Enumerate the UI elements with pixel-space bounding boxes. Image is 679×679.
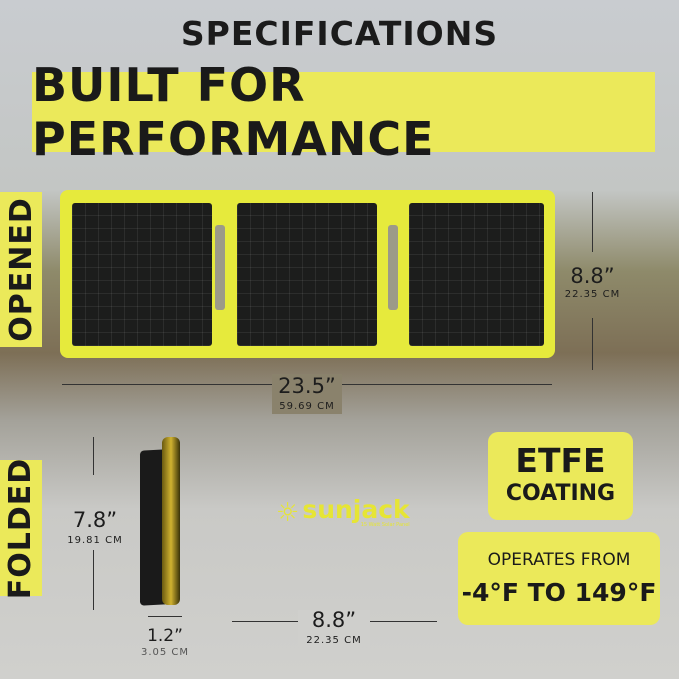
temperature-badge: OPERATES FROM -4°F TO 149°F [458, 532, 660, 625]
title: SPECIFICATIONS [180, 14, 499, 53]
opened-height-in: 8.8” [570, 264, 615, 288]
folded-width-in: 8.8” [311, 608, 357, 632]
etfe-line2: COATING [505, 481, 616, 506]
folded-width: 8.8” 22.35 CM [298, 610, 370, 646]
sunjack-logo: ☼ sunjack 15 Watt Solar Panel [276, 497, 410, 528]
opened-height-cm: 22.35 CM [564, 289, 621, 300]
temp-line2: -4°F TO 149°F [461, 578, 657, 607]
folded-depth-cm: 3.05 CM [140, 647, 190, 658]
folded-height: 7.8” 19.81 CM [55, 510, 135, 546]
folded-width-cm: 22.35 CM [306, 635, 362, 646]
folded-panel-edge [162, 437, 180, 605]
etfe-badge: ETFE COATING [488, 432, 633, 520]
temp-line1: OPERATES FROM [487, 550, 631, 570]
folded-label-text: FOLDED [3, 457, 39, 599]
folded-height-cm: 19.81 CM [67, 535, 123, 546]
folded-label: FOLDED [0, 457, 42, 599]
opened-height: 8.8” 22.35 CM [555, 266, 630, 300]
opened-label: OPENED [0, 192, 42, 347]
folded-depth: 1.2” 3.05 CM [130, 628, 200, 658]
opened-label-text: OPENED [3, 197, 39, 342]
opened-width-cm: 59.69 CM [279, 401, 335, 412]
opened-width-in: 23.5” [278, 374, 336, 398]
folded-depth-in: 1.2” [147, 626, 183, 646]
logo-tagline: 15 Watt Solar Panel [360, 522, 410, 528]
opened-solar-panel [60, 190, 555, 358]
banner: BUILT FOR PERFORMANCE [32, 58, 655, 166]
logo-brand: sunjack [302, 495, 410, 524]
etfe-line1: ETFE [515, 441, 606, 480]
folded-height-in: 7.8” [72, 508, 118, 532]
opened-width: 23.5” 59.69 CM [272, 374, 342, 414]
sun-icon: ☼ [276, 497, 300, 528]
